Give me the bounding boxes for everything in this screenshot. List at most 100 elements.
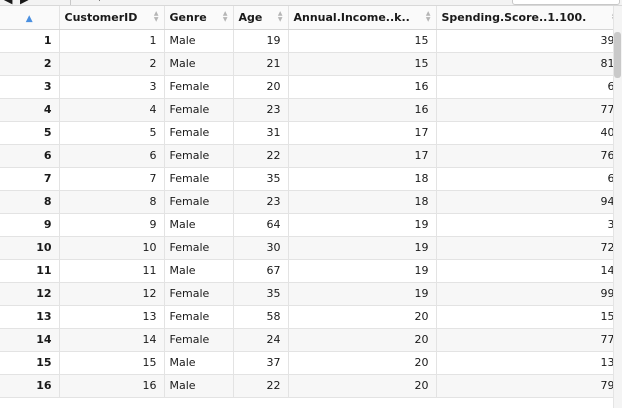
column-header-label: Annual.Income..k..	[293, 10, 410, 24]
row-number: 14	[0, 328, 60, 352]
cell-customerid: 14	[59, 328, 165, 352]
row-number: 8	[0, 190, 60, 214]
cell-age: 22	[233, 144, 289, 168]
header-row: ▲ CustomerID ▲ ▼ Genre ▲ ▼ Age ▲ ▼ Annual.Inco…	[0, 6, 622, 30]
search-input[interactable]	[512, 0, 620, 5]
cell-genre: Male	[164, 213, 234, 237]
cell-customerid: 7	[59, 167, 165, 191]
table-row: 1 1 Male 19 15 39	[0, 29, 622, 53]
cell-spending-score: 77	[436, 328, 622, 352]
viewer-toolbar: ◀ ▶ ▼ Filter	[0, 0, 622, 6]
cell-genre: Female	[164, 98, 234, 122]
column-header-spending-score[interactable]: Spending.Score..1.100.▲▼	[436, 6, 622, 30]
scrollbar-thumb[interactable]	[614, 32, 621, 78]
cell-customerid: 13	[59, 305, 165, 329]
cell-spending-score: 40	[436, 121, 622, 145]
arrow-right-icon: ▶	[20, 0, 28, 5]
sort-arrows-icon: ▲▼	[153, 10, 159, 23]
cell-age: 58	[233, 305, 289, 329]
cell-age: 23	[233, 98, 289, 122]
column-header-genre[interactable]: Genre ▲ ▼	[164, 6, 234, 30]
data-grid: ▲ CustomerID ▲ ▼ Genre ▲ ▼ Age ▲ ▼ Annual.Inco…	[0, 6, 622, 398]
cell-age: 22	[233, 374, 289, 398]
table-row: 9 9 Male 64 19 3	[0, 213, 622, 237]
cell-customerid: 1	[59, 29, 165, 53]
cell-annual-income: 16	[288, 98, 437, 122]
row-number-header[interactable]: ▲	[0, 6, 60, 30]
cell-genre: Male	[164, 52, 234, 76]
cell-genre: Male	[164, 374, 234, 398]
column-header-label: CustomerID	[64, 10, 138, 24]
table-row: 15 15 Male 37 20 13	[0, 351, 622, 375]
row-number: 9	[0, 213, 60, 237]
cell-annual-income: 18	[288, 190, 437, 214]
cell-age: 67	[233, 259, 289, 283]
cell-spending-score: 77	[436, 98, 622, 122]
table-row: 11 11 Male 67 19 14	[0, 259, 622, 283]
cell-genre: Female	[164, 190, 234, 214]
table-row: 4 4 Female 23 16 77	[0, 98, 622, 122]
table-row: 13 13 Female 58 20 15	[0, 305, 622, 329]
cell-customerid: 16	[59, 374, 165, 398]
cell-genre: Male	[164, 259, 234, 283]
funnel-icon: ▼	[96, 0, 103, 3]
cell-customerid: 2	[59, 52, 165, 76]
cell-genre: Female	[164, 144, 234, 168]
column-header-label: Spending.Score..1.100.	[441, 10, 587, 24]
forward-button[interactable]: ▶	[20, 0, 34, 5]
arrow-left-icon: ◀	[4, 0, 12, 5]
sort-ascending-icon: ▲	[25, 13, 33, 24]
cell-spending-score: 14	[436, 259, 622, 283]
column-header-annual-income[interactable]: Annual.Income..k.. ▲ ▼	[288, 6, 437, 30]
cell-age: 19	[233, 29, 289, 53]
cell-customerid: 5	[59, 121, 165, 145]
table-row: 8 8 Female 23 18 94	[0, 190, 622, 214]
cell-spending-score: 39	[436, 29, 622, 53]
table-row: 6 6 Female 22 17 76	[0, 144, 622, 168]
cell-annual-income: 17	[288, 144, 437, 168]
cell-customerid: 11	[59, 259, 165, 283]
cell-age: 35	[233, 167, 289, 191]
cell-customerid: 10	[59, 236, 165, 260]
cell-annual-income: 18	[288, 167, 437, 191]
sort-arrows-icon: ▲▼	[277, 10, 283, 23]
cell-spending-score: 81	[436, 52, 622, 76]
cell-genre: Male	[164, 29, 234, 53]
cell-age: 20	[233, 75, 289, 99]
cell-genre: Male	[164, 351, 234, 375]
cell-annual-income: 20	[288, 351, 437, 375]
cell-annual-income: 20	[288, 374, 437, 398]
cell-annual-income: 19	[288, 236, 437, 260]
sort-arrows-icon: ▲▼	[425, 10, 431, 23]
cell-customerid: 9	[59, 213, 165, 237]
cell-genre: Female	[164, 167, 234, 191]
cell-annual-income: 19	[288, 259, 437, 283]
column-header-age[interactable]: Age ▲ ▼	[233, 6, 289, 30]
column-header-label: Age	[238, 10, 263, 24]
table-row: 2 2 Male 21 15 81	[0, 52, 622, 76]
cell-spending-score: 94	[436, 190, 622, 214]
cell-genre: Female	[164, 236, 234, 260]
filter-label: Filter	[106, 0, 128, 3]
cell-annual-income: 19	[288, 282, 437, 306]
vertical-scrollbar[interactable]	[613, 6, 622, 408]
filter-button[interactable]: ▼ Filter	[96, 0, 146, 5]
cell-age: 37	[233, 351, 289, 375]
cell-genre: Female	[164, 121, 234, 145]
column-header-customerid[interactable]: CustomerID ▲ ▼	[59, 6, 165, 30]
cell-age: 23	[233, 190, 289, 214]
row-number: 3	[0, 75, 60, 99]
cell-annual-income: 20	[288, 328, 437, 352]
cell-age: 31	[233, 121, 289, 145]
table-row: 16 16 Male 22 20 79	[0, 374, 622, 398]
cell-age: 35	[233, 282, 289, 306]
table-row: 10 10 Female 30 19 72	[0, 236, 622, 260]
back-button[interactable]: ◀	[4, 0, 18, 5]
cell-spending-score: 72	[436, 236, 622, 260]
column-header-label: Genre	[169, 10, 207, 24]
cell-annual-income: 17	[288, 121, 437, 145]
cell-customerid: 6	[59, 144, 165, 168]
row-number: 10	[0, 236, 60, 260]
cell-spending-score: 79	[436, 374, 622, 398]
cell-spending-score: 13	[436, 351, 622, 375]
